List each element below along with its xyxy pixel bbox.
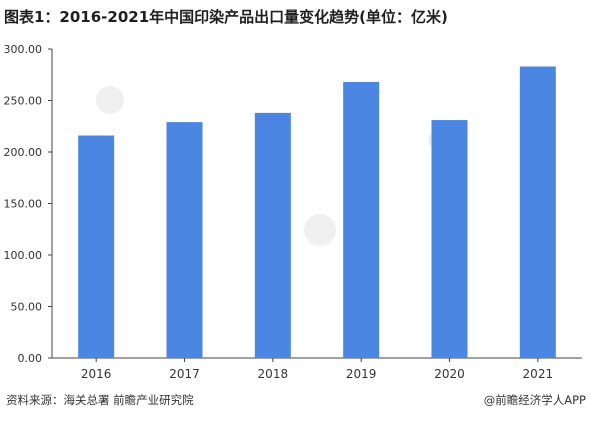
y-tick-label: 50.00 xyxy=(11,301,43,314)
y-tick-label: 250.00 xyxy=(4,95,43,108)
x-tick-label: 2019 xyxy=(346,367,377,381)
y-tick-label: 150.00 xyxy=(4,198,43,211)
bar-2016 xyxy=(78,135,115,358)
y-tick-label: 100.00 xyxy=(4,249,43,262)
chart-title: 图表1：2016-2021年中国印染产品出口量变化趋势(单位：亿米) xyxy=(4,8,448,26)
bar-2020 xyxy=(431,120,468,358)
x-tick-label: 2017 xyxy=(169,367,200,381)
bar-2019 xyxy=(343,81,380,359)
y-tick-label: 200.00 xyxy=(4,146,43,159)
x-tick-label: 2021 xyxy=(523,367,554,381)
brand-credit: @前瞻经济学人APP xyxy=(483,393,586,407)
data-source: 资料来源：海关总署 前瞻产业研究院 xyxy=(6,393,194,407)
bar-2017 xyxy=(166,122,203,358)
bar-2021 xyxy=(519,66,556,358)
x-tick-label: 2018 xyxy=(258,367,289,381)
x-tick-label: 2020 xyxy=(434,367,465,381)
bar-2018 xyxy=(254,112,291,358)
x-tick-label: 2016 xyxy=(81,367,112,381)
y-tick-label: 0.00 xyxy=(18,352,43,365)
y-tick-label: 300.00 xyxy=(4,43,43,56)
chart-footer: 资料来源：海关总署 前瞻产业研究院 @前瞻经济学人APP xyxy=(0,392,590,414)
